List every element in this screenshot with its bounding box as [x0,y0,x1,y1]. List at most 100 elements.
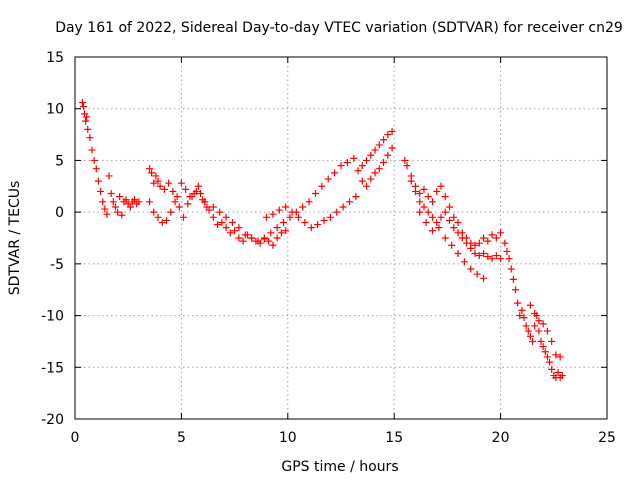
data-point [503,247,511,255]
data-point [435,224,443,232]
data-point [254,237,262,245]
data-point [131,196,139,204]
data-point [433,187,441,195]
chart-title: Day 161 of 2022, Sidereal Day-to-day VTE… [55,20,623,36]
data-point [492,252,500,260]
data-point [197,190,205,198]
y-tick-label: 5 [55,153,64,169]
data-point [488,255,496,263]
data-point [416,190,424,198]
data-point [109,198,117,206]
data-point [388,144,396,152]
data-point [194,182,202,190]
data-point [407,177,415,185]
data-point [122,196,130,204]
data-point [429,198,437,206]
data-point [480,234,488,242]
data-point [531,310,539,318]
data-point [248,234,256,242]
data-point [111,203,119,211]
data-point [556,353,564,361]
data-point [188,193,196,201]
data-point [286,213,294,221]
data-point [473,270,481,278]
data-point [548,337,556,345]
data-point [416,198,424,206]
data-point [522,322,530,330]
data-point [458,234,466,242]
data-point [239,237,247,245]
data-point [118,211,126,219]
data-point [263,213,271,221]
data-point [401,156,409,164]
data-point [450,213,458,221]
data-point [446,203,454,211]
data-point [518,306,526,314]
data-point [471,250,479,258]
y-tick-label: -15 [41,360,64,376]
data-point [305,198,313,206]
data-point [501,239,509,247]
data-point [346,198,354,206]
data-point [437,182,445,190]
data-point [531,322,539,330]
data-point [92,165,100,173]
data-point [363,182,371,190]
data-point [326,213,334,221]
data-point [416,208,424,216]
data-point [358,162,366,170]
data-point [433,218,441,226]
data-point [454,229,462,237]
data-point [116,193,124,201]
y-tick-label: 10 [46,102,64,118]
data-point [350,154,358,162]
data-point [537,337,545,345]
data-point [150,208,158,216]
data-point [535,317,543,325]
data-point [492,234,500,242]
y-axis-label: SDTVAR / TECUs [7,181,23,296]
data-point [280,218,288,226]
data-point [160,185,168,193]
data-point [384,151,392,159]
data-point [201,198,209,206]
data-point [294,213,302,221]
data-point [441,193,449,201]
data-point [446,216,454,224]
data-point [467,265,475,273]
data-point [148,169,156,177]
data-point [84,125,92,133]
data-point [358,177,366,185]
data-point [145,198,153,206]
data-point [228,218,236,226]
data-point [505,255,513,263]
data-point [216,208,224,216]
data-point [380,136,388,144]
data-point [97,187,105,195]
data-point [282,203,290,211]
data-point [380,158,388,166]
data-point [441,208,449,216]
data-point [352,193,360,201]
data-point [90,156,98,164]
data-point [558,372,566,380]
data-point [184,200,192,208]
data-point [277,229,285,237]
data-point [367,175,375,183]
data-point [497,255,505,263]
x-tick-label: 0 [71,430,80,446]
data-point [541,348,549,356]
data-point [463,239,471,247]
data-point [526,301,534,309]
data-point [150,179,158,187]
data-point [339,203,347,211]
data-point [273,234,281,242]
data-point [475,239,483,247]
data-point [267,229,275,237]
data-point [375,165,383,173]
x-tick-label: 20 [492,430,510,446]
data-point [375,141,383,149]
data-point [214,221,222,229]
data-point [367,151,375,159]
data-point [218,218,226,226]
